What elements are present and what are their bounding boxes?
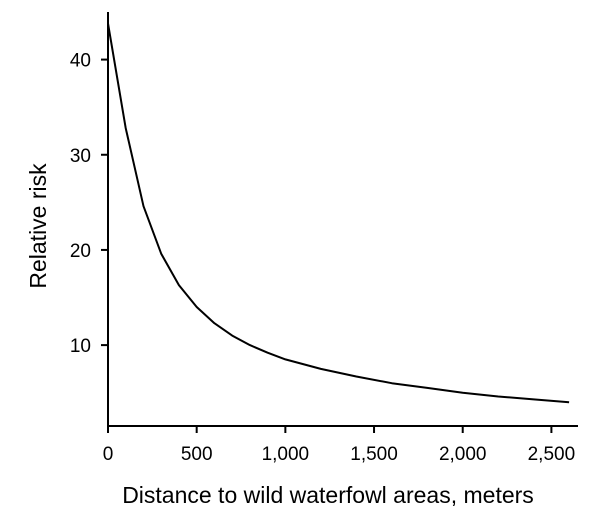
- y-tick-label: 10: [70, 336, 91, 357]
- axes: [107, 12, 578, 427]
- series-line: [107, 23, 570, 404]
- x-axis-title: Distance to wild waterfowl areas, meters: [122, 482, 534, 508]
- x-tick-label: 1,500: [350, 444, 398, 465]
- x-tick-label: 500: [181, 444, 213, 465]
- y-tick-label: 20: [70, 241, 91, 262]
- y-tick-label: 40: [70, 51, 91, 72]
- series-group: [107, 23, 570, 404]
- y-axis-title: Relative risk: [25, 163, 51, 289]
- x-tick-label: 2,000: [439, 444, 487, 465]
- x-tick-label: 2,500: [528, 444, 576, 465]
- y-tick-label: 30: [70, 146, 91, 167]
- x-tick-label: 1,000: [262, 444, 310, 465]
- x-axis-ticks: 0 500 1,000 1,500 2,000 2,500: [103, 426, 575, 465]
- y-axis-ticks: 10 20 30 40: [70, 51, 108, 357]
- x-tick-label: 0: [103, 444, 114, 465]
